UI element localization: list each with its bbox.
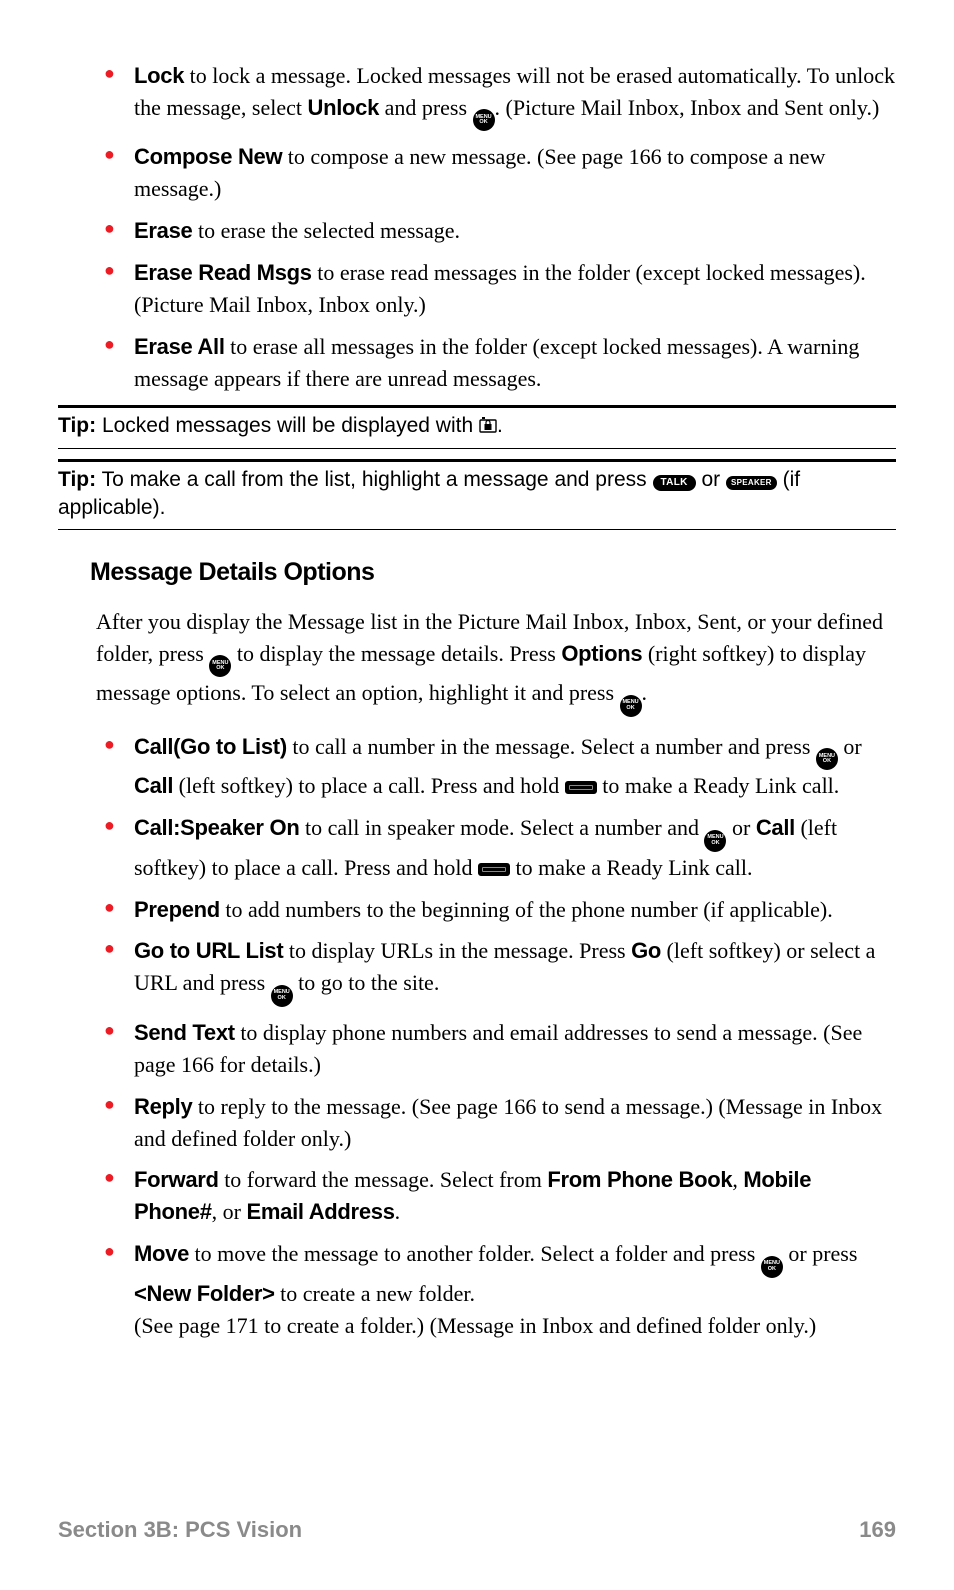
tip-label: Tip: xyxy=(58,468,96,491)
list-item: Forward to forward the message. Select f… xyxy=(130,1164,896,1228)
term: Lock xyxy=(134,63,184,88)
list-item: Compose New to compose a new message. (S… xyxy=(130,141,896,205)
speaker-icon: SPEAKER xyxy=(726,476,777,490)
menu-ok-icon: MENUOK xyxy=(704,830,726,852)
menu-ok-icon: MENUOK xyxy=(761,1256,783,1278)
term: Reply xyxy=(134,1094,192,1119)
menu-ok-icon: MENUOK xyxy=(816,748,838,770)
menu-ok-icon: MENUOK xyxy=(620,695,642,717)
content-area: Lock to lock a message. Locked messages … xyxy=(58,60,896,395)
term: Compose New xyxy=(134,144,282,169)
list-item: Lock to lock a message. Locked messages … xyxy=(130,60,896,131)
list-item: Prepend to add numbers to the beginning … xyxy=(130,894,896,926)
options-list-2: Call(Go to List) to call a number in the… xyxy=(96,731,896,1342)
tip-box-2: Tip: To make a call from the list, highl… xyxy=(58,459,896,530)
menu-ok-icon: MENUOK xyxy=(271,985,293,1007)
intro-paragraph: After you display the Message list in th… xyxy=(96,606,896,717)
options-list-1: Lock to lock a message. Locked messages … xyxy=(96,60,896,395)
term: Call:Speaker On xyxy=(134,815,299,840)
list-item: Reply to reply to the message. (See page… xyxy=(130,1091,896,1155)
lock-icon xyxy=(479,414,497,442)
list-item: Send Text to display phone numbers and e… xyxy=(130,1017,896,1081)
term: Prepend xyxy=(134,897,220,922)
ready-link-icon xyxy=(478,863,510,876)
talk-icon: TALK xyxy=(653,475,696,491)
term: Call(Go to List) xyxy=(134,734,287,759)
term: Erase Read Msgs xyxy=(134,260,312,285)
page-number: 169 xyxy=(859,1514,896,1546)
term: Forward xyxy=(134,1167,219,1192)
section-label: Section 3B: PCS Vision xyxy=(58,1514,302,1546)
menu-ok-icon: MENUOK xyxy=(209,655,231,677)
page-footer: Section 3B: PCS Vision 169 xyxy=(58,1514,896,1546)
list-item: Erase to erase the selected message. xyxy=(130,215,896,247)
list-item: Call:Speaker On to call in speaker mode.… xyxy=(130,812,896,883)
tip-label: Tip: xyxy=(58,414,96,437)
list-item: Call(Go to List) to call a number in the… xyxy=(130,731,896,802)
content-area-2: Call(Go to List) to call a number in the… xyxy=(58,731,896,1342)
term: Send Text xyxy=(134,1020,235,1045)
term: Erase xyxy=(134,218,192,243)
section-heading: Message Details Options xyxy=(90,554,896,590)
ready-link-icon xyxy=(565,781,597,794)
list-item: Move to move the message to another fold… xyxy=(130,1238,896,1341)
term: Go to URL List xyxy=(134,938,283,963)
menu-ok-icon: MENUOK xyxy=(473,109,495,131)
tip-box-1: Tip: Locked messages will be displayed w… xyxy=(58,405,896,449)
term: Move xyxy=(134,1241,189,1266)
list-item: Go to URL List to display URLs in the me… xyxy=(130,935,896,1006)
list-item: Erase Read Msgs to erase read messages i… xyxy=(130,257,896,321)
list-item: Erase All to erase all messages in the f… xyxy=(130,331,896,395)
term: Erase All xyxy=(134,334,225,359)
